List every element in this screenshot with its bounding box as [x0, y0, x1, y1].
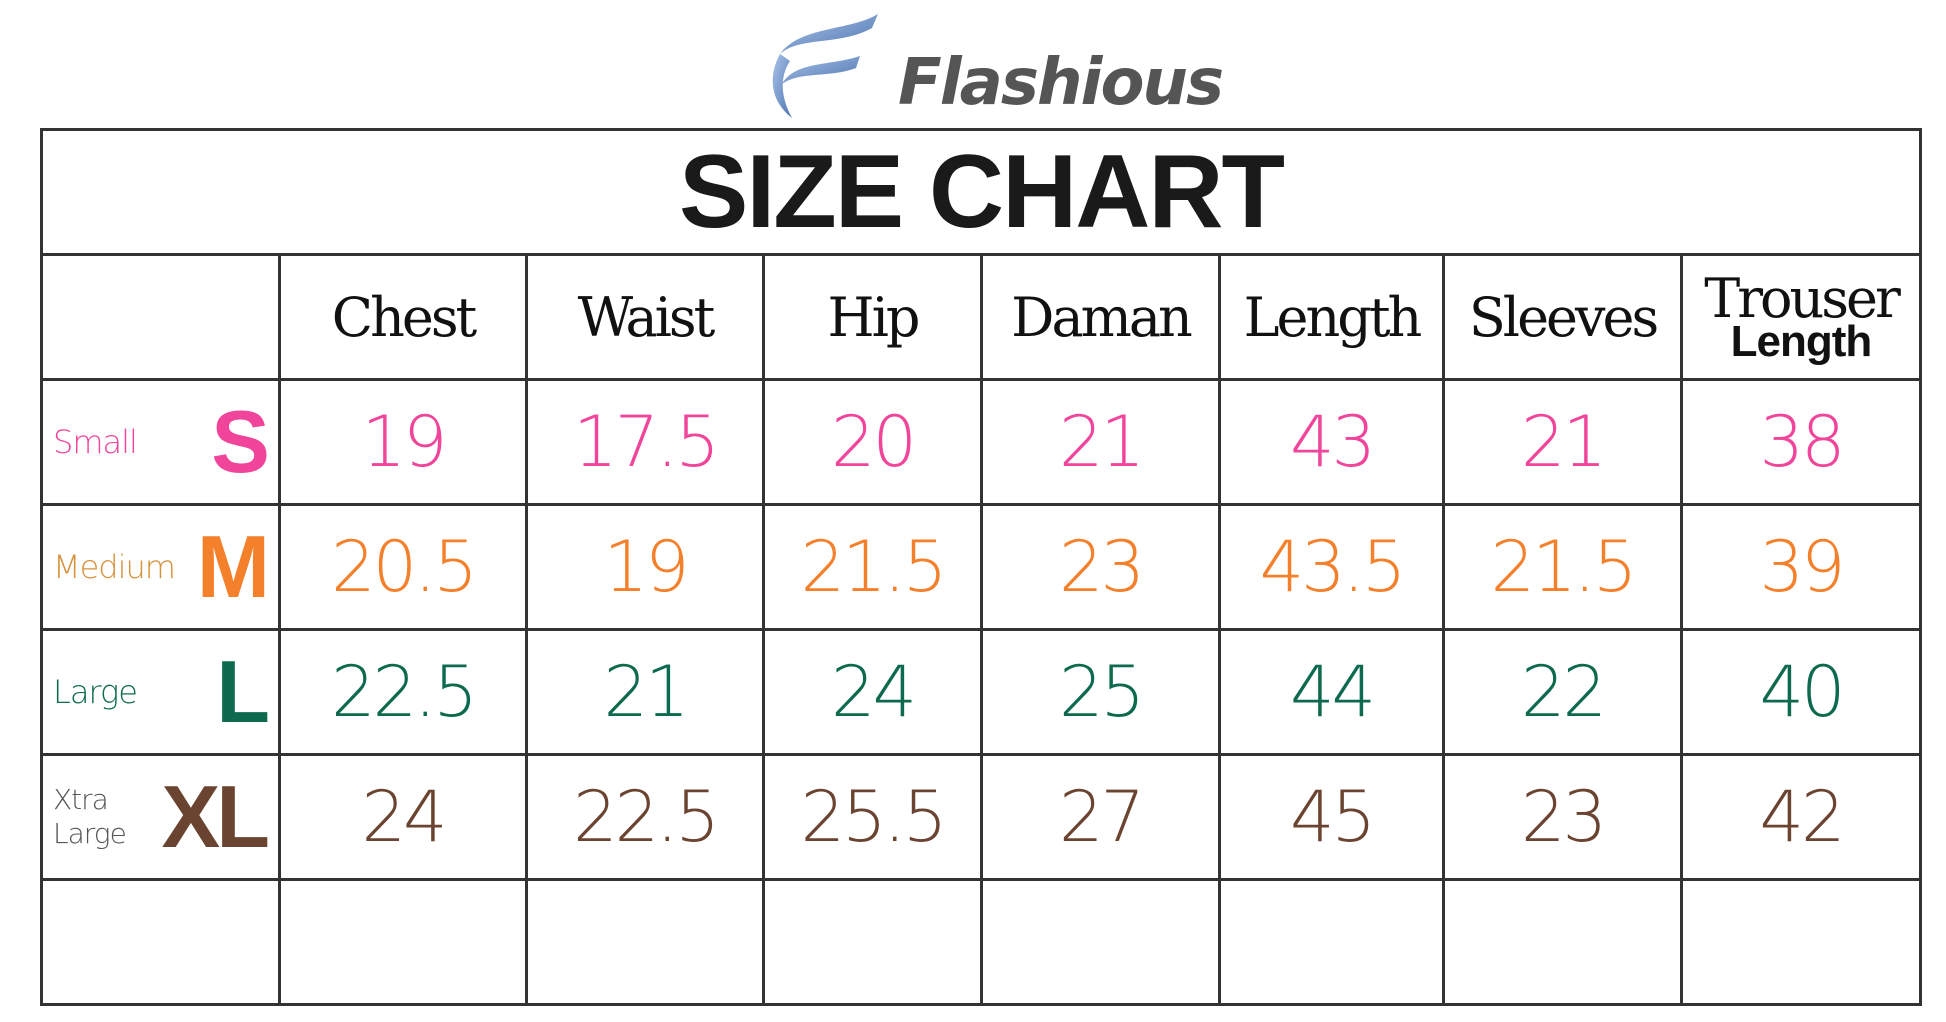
measurement-cell: 39	[1680, 503, 1922, 631]
measurement-cell: 21	[980, 378, 1221, 506]
size-word: Large	[53, 673, 138, 711]
brand-name: Flashious	[898, 46, 1224, 120]
size-letter: XL	[161, 767, 270, 866]
measurement-cell: 20.5	[278, 503, 528, 631]
measurement-cell: 25	[980, 628, 1221, 756]
size-row-xl: Xtra Large XL 24 22.5 25.5 27 45 23 42	[40, 753, 1922, 881]
size-letter: M	[196, 517, 270, 616]
header-chest: Chest	[278, 253, 528, 381]
header-row: Chest Waist Hip Daman Length Sleeves Tro…	[40, 253, 1922, 381]
size-row-s: Small S 19 17.5 20 21 43 21 38	[40, 378, 1922, 506]
measurement-cell: 38	[1680, 378, 1922, 506]
measurement-cell: 40	[1680, 628, 1922, 756]
brand-logo: Flashious	[760, 6, 1224, 121]
header-length: Length	[1218, 253, 1445, 381]
measurement-cell: 22.5	[525, 753, 765, 881]
header-sleeves: Sleeves	[1442, 253, 1683, 381]
size-word-2: Large	[53, 817, 127, 850]
measurement-cell: 42	[1680, 753, 1922, 881]
measurement-cell: 43.5	[1218, 503, 1445, 631]
size-row-l: Large L 22.5 21 24 25 44 22 40	[40, 628, 1922, 756]
size-row-m: Medium M 20.5 19 21.5 23 43.5 21.5 39	[40, 503, 1922, 631]
corner-cell	[40, 253, 281, 381]
measurement-cell: 23	[980, 503, 1221, 631]
size-word: Medium	[53, 548, 176, 586]
empty-row	[40, 878, 1922, 1006]
measurement-cell: 24	[278, 753, 528, 881]
header-trouser-length: Trouser Length	[1680, 253, 1922, 381]
measurement-cell: 24	[762, 628, 983, 756]
size-letter: L	[216, 642, 270, 741]
chart-title: SIZE CHART	[40, 128, 1922, 256]
size-chart-table: SIZE CHART Chest Waist Hip Daman Length …	[40, 128, 1922, 1006]
measurement-cell: 17.5	[525, 378, 765, 506]
header-trouser: Trouser	[1704, 267, 1901, 330]
measurement-cell: 19	[525, 503, 765, 631]
measurement-cell: 22	[1442, 628, 1683, 756]
measurement-cell: 45	[1218, 753, 1445, 881]
measurement-cell: 21.5	[762, 503, 983, 631]
measurement-cell: 19	[278, 378, 528, 506]
size-word: Small	[53, 423, 138, 461]
size-label-cell: Xtra Large XL	[40, 753, 281, 881]
header-trouser-sub: Length	[1730, 317, 1873, 366]
header-hip: Hip	[762, 253, 983, 381]
measurement-cell: 21.5	[1442, 503, 1683, 631]
measurement-cell: 21	[525, 628, 765, 756]
measurement-cell: 22.5	[278, 628, 528, 756]
swoosh-f-logo-icon	[772, 14, 878, 118]
measurement-cell: 23	[1442, 753, 1683, 881]
size-label-cell: Small S	[40, 378, 281, 506]
measurement-cell: 20	[762, 378, 983, 506]
size-letter: S	[211, 392, 270, 491]
size-label-cell: Medium M	[40, 503, 281, 631]
measurement-cell: 43	[1218, 378, 1445, 506]
measurement-cell: 44	[1218, 628, 1445, 756]
header-waist: Waist	[525, 253, 765, 381]
size-label-cell: Large L	[40, 628, 281, 756]
measurement-cell: 27	[980, 753, 1221, 881]
measurement-cell: 25.5	[762, 753, 983, 881]
measurement-cell: 21	[1442, 378, 1683, 506]
header-daman: Daman	[980, 253, 1221, 381]
size-word: Xtra	[53, 783, 109, 816]
